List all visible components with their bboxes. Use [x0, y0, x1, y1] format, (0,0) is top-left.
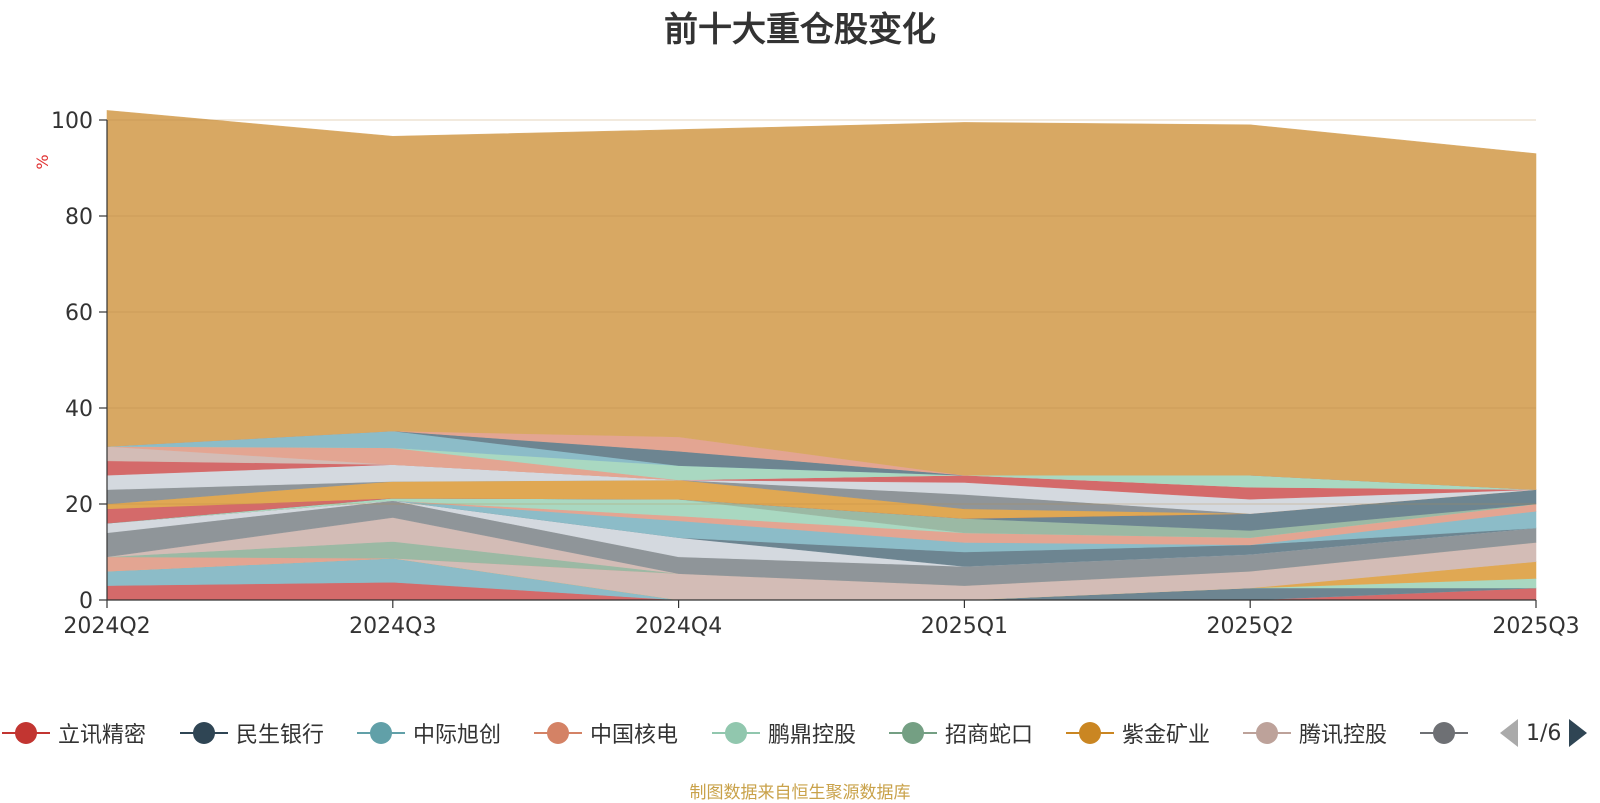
area-其他: [106, 110, 1537, 490]
series-areas: [106, 110, 1537, 601]
legend-marker-icon: [1243, 722, 1291, 744]
legend-marker-icon: [357, 722, 405, 744]
y-tick-label: 80: [65, 205, 93, 230]
legend-next-icon[interactable]: [1569, 719, 1588, 747]
stacked-area-chart: 0 20 40 60 80 100 2024Q2 2024Q3 2024Q4 2025Q1 2025…: [33, 109, 1580, 639]
data-source-note: 制图数据来自恒生聚源数据库: [689, 783, 911, 803]
legend-label: 紫金矿业: [1122, 723, 1211, 748]
legend: 立讯精密 民生银行 中际旭创 中国核电 鹏鼎控股 招商蛇口 紫金矿业 腾讯控股 1/6: [0, 715, 1600, 751]
legend-item[interactable]: 鹏鼎控股: [710, 715, 856, 751]
y-tick-label: 20: [65, 493, 93, 518]
legend-item[interactable]: 民生银行: [178, 715, 324, 751]
legend-item[interactable]: 立讯精密: [0, 715, 146, 751]
legend-item[interactable]: [1418, 715, 1476, 751]
legend-label: 招商蛇口: [945, 723, 1034, 748]
x-tick-label: 2025Q1: [921, 614, 1008, 639]
legend-item[interactable]: 腾讯控股: [1241, 715, 1387, 751]
legend-label: 鹏鼎控股: [768, 723, 857, 748]
legend-marker-icon: [889, 722, 937, 744]
x-tick-label: 2024Q2: [63, 614, 150, 639]
legend-item[interactable]: 招商蛇口: [887, 715, 1033, 751]
x-tick-label: 2025Q2: [1207, 614, 1294, 639]
y-tick-label: 40: [65, 397, 93, 422]
legend-item[interactable]: 紫金矿业: [1064, 715, 1210, 751]
legend-label: 腾讯控股: [1299, 723, 1388, 748]
legend-marker-icon: [1420, 722, 1468, 744]
x-tick-label: 2025Q3: [1492, 614, 1579, 639]
legend-item[interactable]: 中际旭创: [355, 715, 501, 751]
legend-marker-icon: [2, 722, 50, 744]
legend-item[interactable]: 中国核电: [532, 715, 678, 751]
legend-pager: 1/6: [1500, 715, 1588, 751]
legend-marker-icon: [180, 722, 228, 744]
x-tick-label: 2024Q3: [349, 614, 436, 639]
legend-marker-icon: [712, 722, 760, 744]
y-tick-label: 0: [79, 589, 93, 614]
y-axis-label: %: [33, 154, 52, 169]
legend-marker-icon: [1066, 722, 1114, 744]
legend-label: 民生银行: [236, 723, 325, 748]
legend-label: 中际旭创: [413, 723, 502, 748]
legend-label: 中国核电: [590, 723, 679, 748]
y-tick-label: 100: [51, 109, 93, 134]
x-tick-label: 2024Q4: [635, 614, 722, 639]
gridlines: [107, 119, 1536, 505]
legend-page-indicator: 1/6: [1526, 720, 1562, 746]
legend-marker-icon: [534, 722, 582, 744]
axes: 0 20 40 60 80 100 2024Q2 2024Q3 2024Q4 2025Q1 2025…: [51, 109, 1580, 639]
chart-title: 前十大重仓股变化: [664, 10, 936, 50]
legend-prev-icon[interactable]: [1500, 719, 1518, 747]
y-tick-label: 60: [65, 301, 93, 326]
legend-label: 立讯精密: [58, 723, 147, 748]
